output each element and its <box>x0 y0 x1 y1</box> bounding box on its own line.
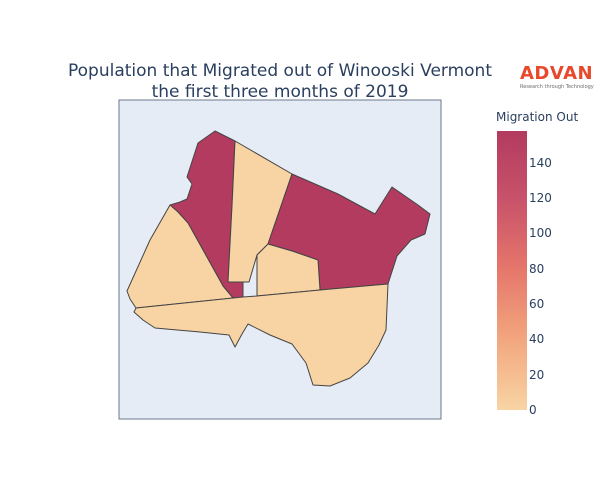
logo-tagline: Research through Technology <box>520 84 594 90</box>
colorbar-tick-label: 40 <box>529 332 545 347</box>
chart-title-line-2: the first three months of 2019 <box>151 82 409 102</box>
colorbar-tick-label: 120 <box>529 191 552 206</box>
region-south[interactable] <box>133 283 389 387</box>
colorbar-tick-label: 0 <box>529 403 537 417</box>
chart-title-line-1: Population that Migrated out of Winooski… <box>67 61 492 81</box>
logo-wordmark: ADVAN <box>520 63 594 84</box>
colorbar-tick-label: 60 <box>529 297 545 312</box>
colorbar-tick-label: 80 <box>529 261 545 276</box>
colorbar-tick-label: 140 <box>529 155 552 170</box>
colorbar-tick-label: 20 <box>529 367 545 382</box>
advan-logo: ADVAN Research through Technology <box>520 63 600 91</box>
colorbar-tick-label: 100 <box>529 226 552 241</box>
colorbar-gradient <box>497 131 527 410</box>
colorbar-title: Migration Out <box>496 110 579 124</box>
